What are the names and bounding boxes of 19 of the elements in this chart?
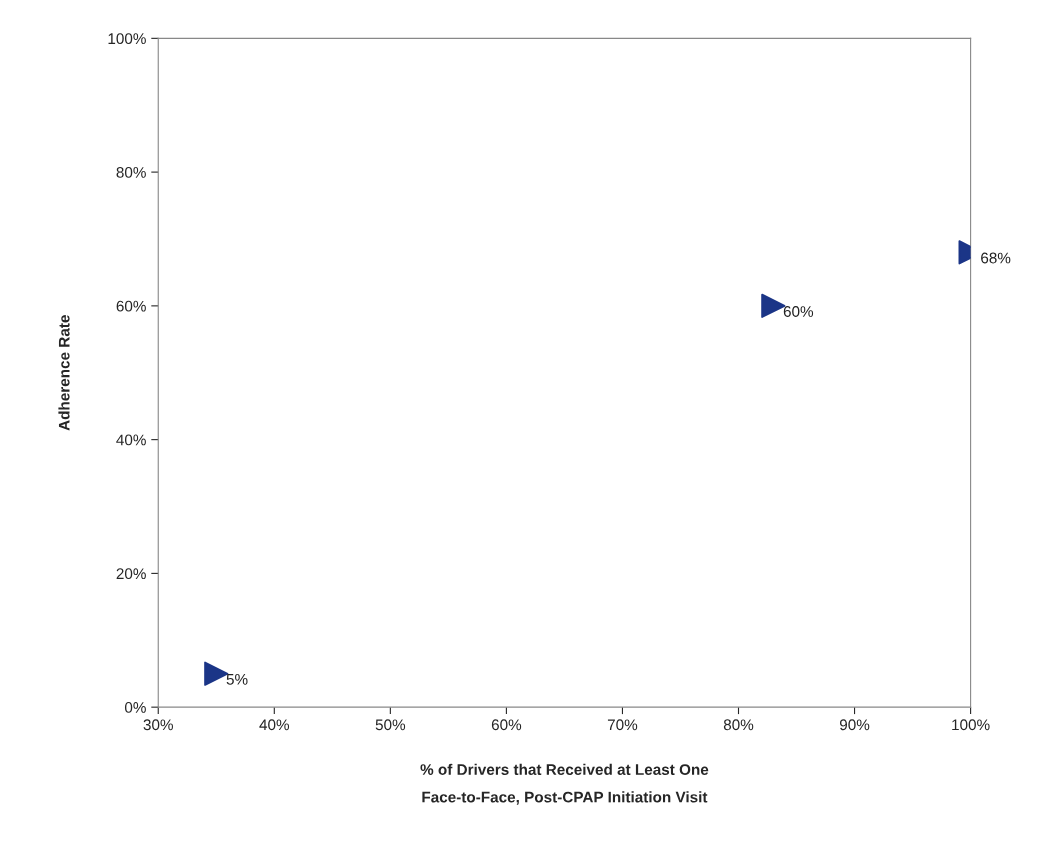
- x-tick-label: 60%: [491, 719, 522, 731]
- y-tick-label: 20%: [116, 568, 146, 580]
- y-tick-label: 80%: [116, 166, 146, 178]
- x-tick-label: 90%: [839, 719, 870, 731]
- x-tick-label: 30%: [143, 719, 173, 731]
- x-axis-title: % of Drivers that Received at Least One Face-to-Face, Post-CPAP Initiation Visit: [420, 763, 709, 805]
- x-tick-label: 70%: [607, 719, 638, 731]
- y-tick-label: 60%: [116, 300, 146, 312]
- data-label: 68%: [981, 252, 1011, 264]
- data-label: 5%: [226, 674, 248, 685]
- x-tick-label: 40%: [259, 719, 290, 731]
- x-tick-label: 50%: [375, 719, 406, 731]
- y-tick-label: 40%: [116, 434, 146, 446]
- data-label: 60%: [783, 306, 814, 317]
- x-tick-label: 80%: [723, 719, 754, 731]
- y-tick-label: 0%: [124, 702, 146, 713]
- x-tick-label: 100%: [952, 719, 990, 731]
- y-tick-label: 100%: [108, 33, 146, 45]
- y-axis-title: Adherence Rate: [58, 315, 70, 431]
